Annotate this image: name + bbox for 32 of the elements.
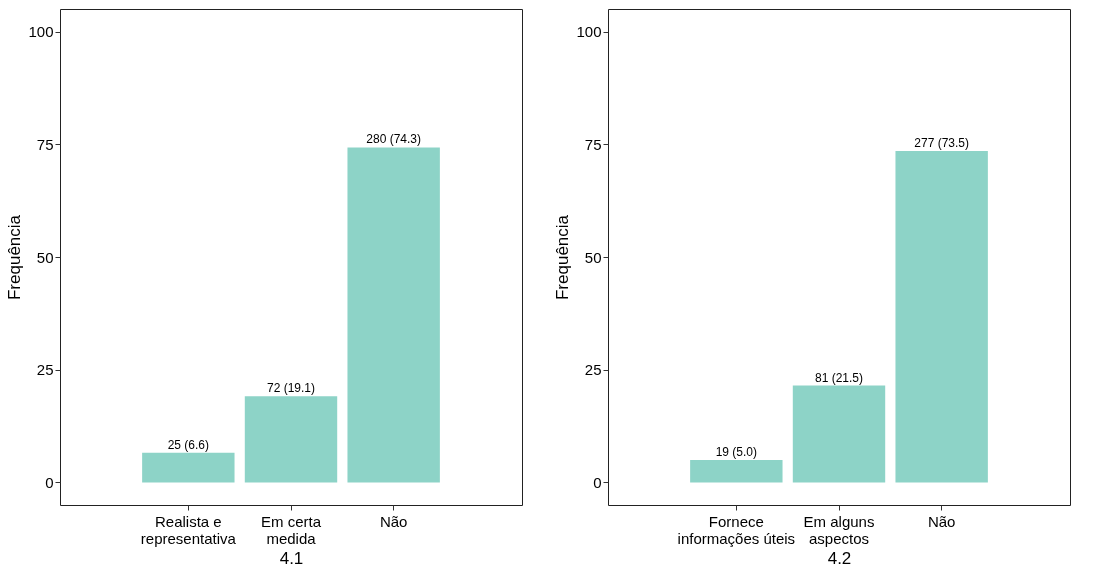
data-label: 277 (73.5) [914, 136, 970, 151]
x-tick-label: Não [927, 512, 956, 530]
y-axis-title: Frequência [553, 214, 573, 301]
y-tick-label: 0 [45, 473, 54, 491]
bar [347, 147, 440, 483]
y-axis-title: Frequência [5, 214, 25, 301]
bar [895, 151, 988, 483]
data-label: 72 (19.1) [266, 381, 316, 396]
y-tick-label: 75 [584, 135, 602, 153]
y-tick-label: 75 [36, 135, 54, 153]
data-label: 280 (74.3) [366, 132, 422, 147]
y-tick-label: 50 [584, 248, 602, 266]
data-label: 81 (21.5) [814, 370, 864, 385]
y-tick-label: 0 [593, 473, 602, 491]
x-tick-label: Em alguns aspectos [803, 512, 875, 547]
y-tick-label: 100 [28, 23, 54, 41]
bar [244, 396, 338, 483]
bar [690, 459, 783, 483]
y-tick-label: 50 [36, 248, 54, 266]
x-tick-label: Fornece informações úteis [677, 512, 796, 547]
bar [142, 452, 235, 483]
y-tick-label: 25 [36, 361, 54, 379]
data-label: 19 (5.0) [715, 444, 758, 459]
x-axis-title: 4.2 [827, 548, 852, 568]
x-tick-label: Em certa medida [260, 512, 322, 547]
data-label: 25 (6.6) [167, 437, 210, 452]
bar [792, 385, 886, 483]
y-tick-label: 25 [584, 361, 602, 379]
x-tick-label: Não [379, 512, 408, 530]
x-axis-title: 4.1 [279, 548, 304, 568]
x-tick-label: Realista e representativa [140, 512, 237, 547]
y-tick-label: 100 [576, 23, 602, 41]
